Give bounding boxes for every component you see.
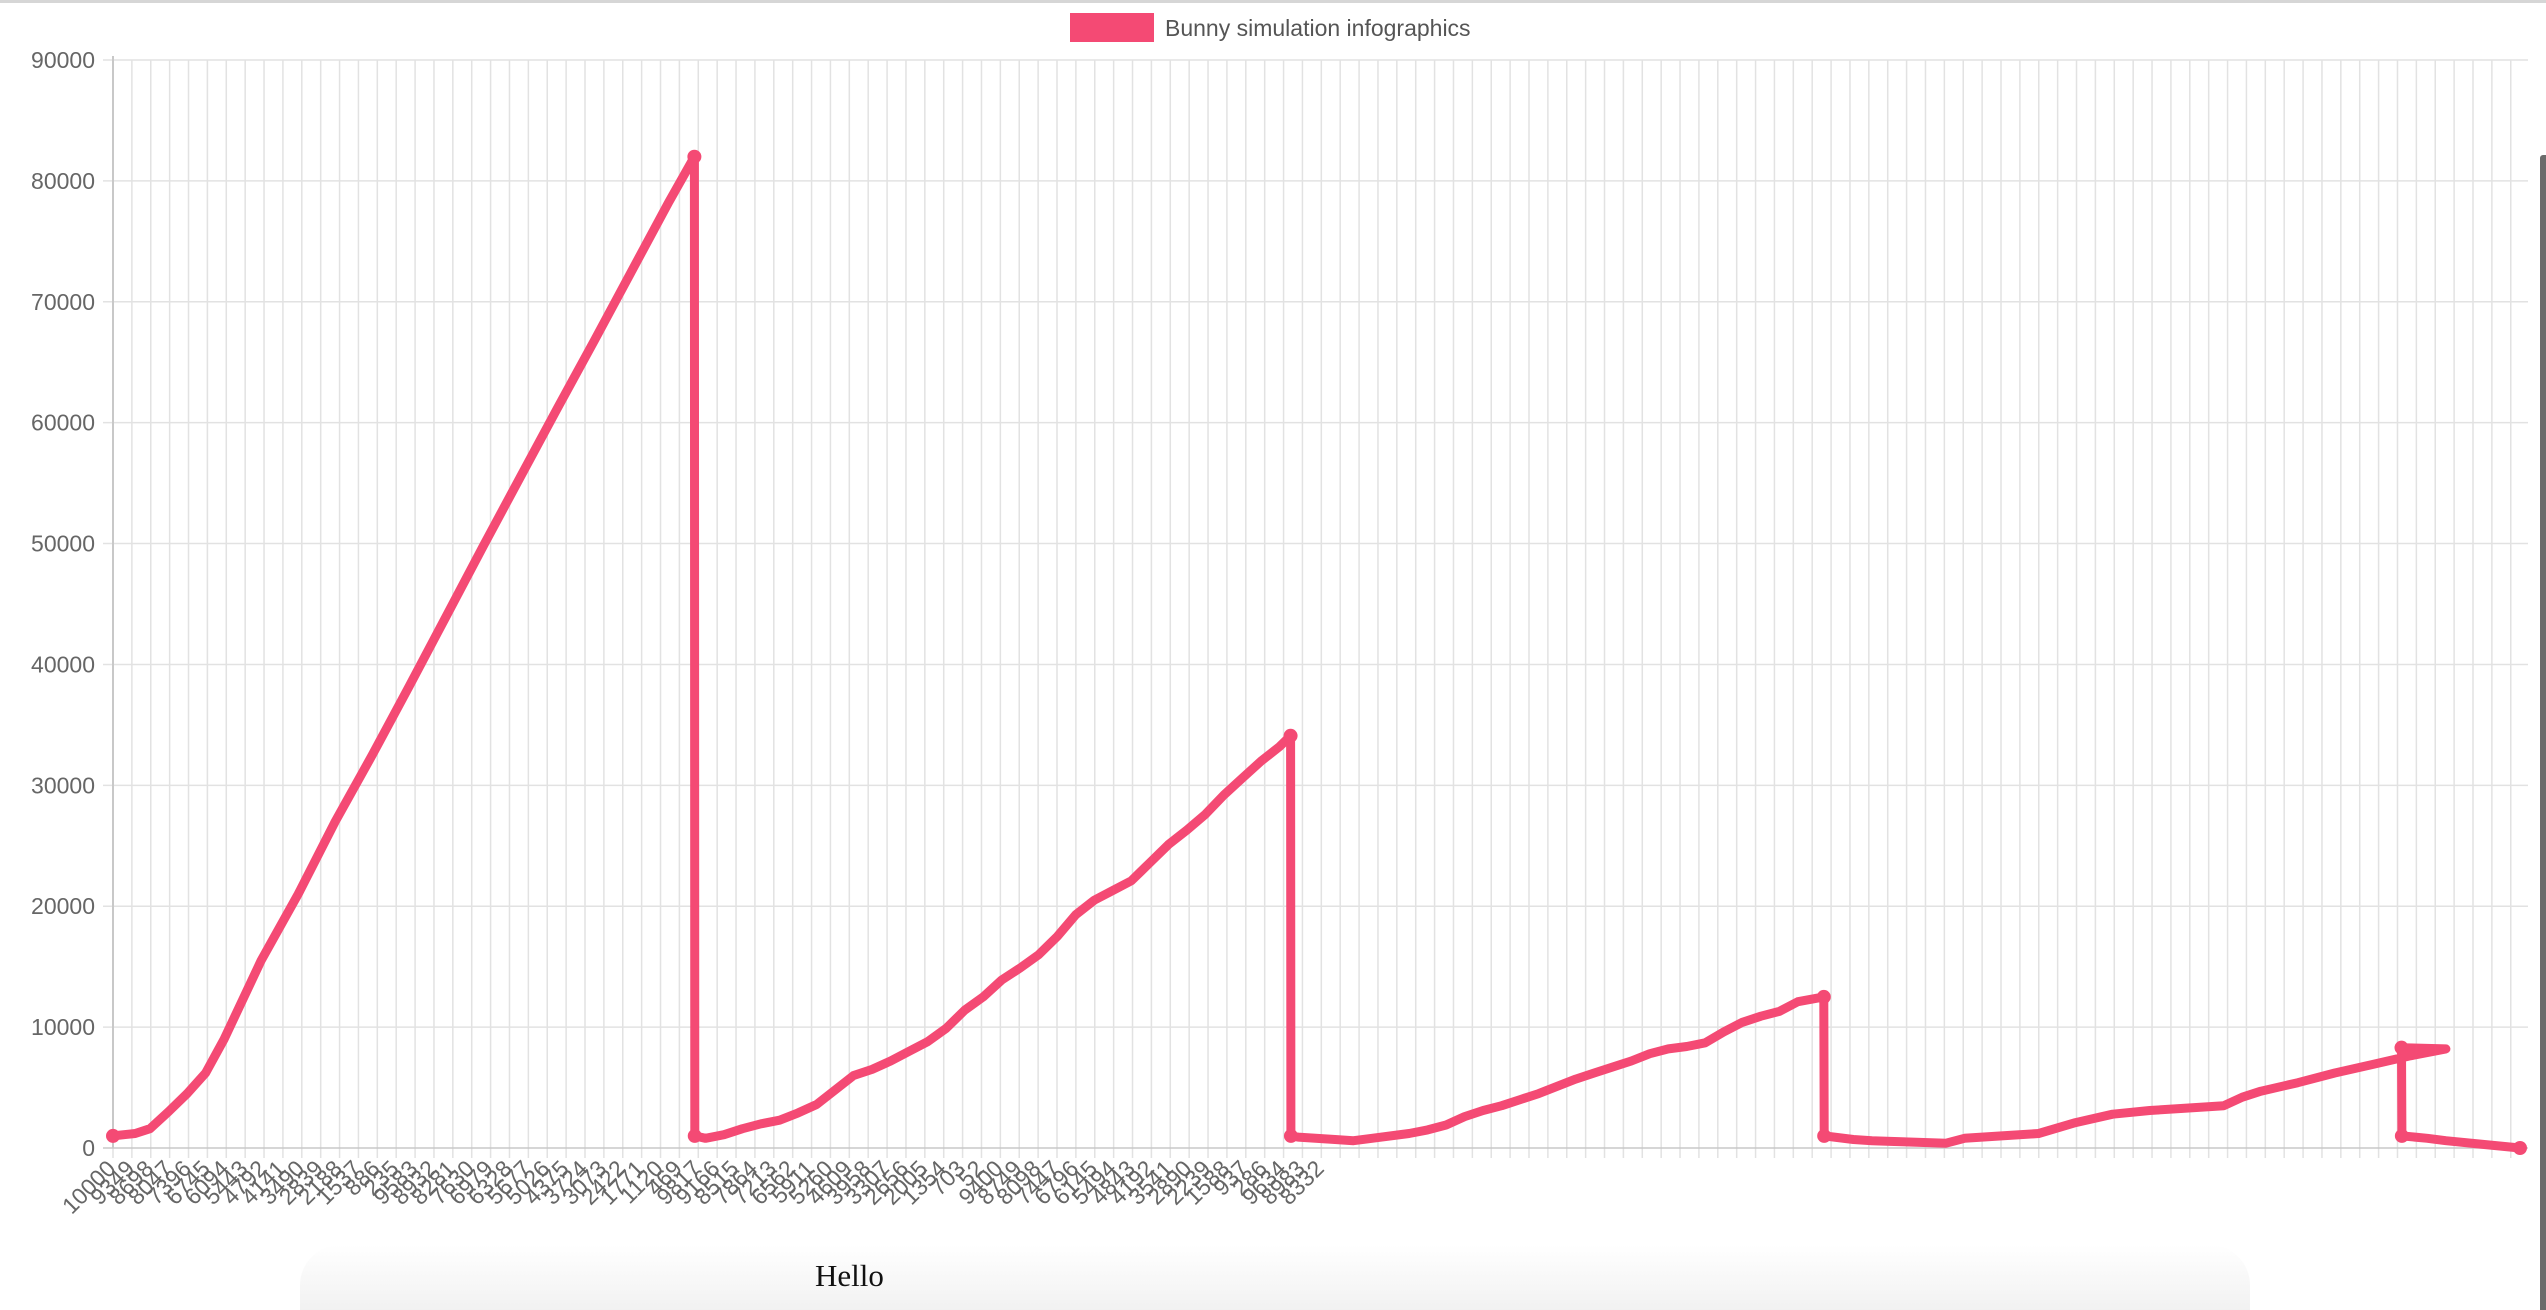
top-border: [0, 0, 2546, 3]
data-point[interactable]: [687, 149, 702, 164]
data-point[interactable]: [1817, 1128, 1832, 1143]
data-point[interactable]: [106, 1128, 120, 1143]
legend-color-swatch[interactable]: [1070, 13, 1154, 42]
data-point[interactable]: [1816, 989, 1831, 1004]
data-point[interactable]: [2513, 1141, 2527, 1155]
series-line: [106, 149, 2527, 1155]
y-tick-label: 20000: [31, 893, 95, 919]
y-tick-label: 90000: [31, 47, 95, 73]
data-point[interactable]: [1283, 728, 1298, 743]
data-point[interactable]: [1283, 1128, 1298, 1143]
y-tick-label: 60000: [31, 410, 95, 436]
y-tick-label: 10000: [31, 1014, 95, 1040]
data-point[interactable]: [687, 1128, 702, 1143]
scrollbar-edge: [2540, 155, 2546, 1310]
y-tick-label: 30000: [31, 772, 95, 798]
y-tick-label: 40000: [31, 651, 95, 677]
panel-shadow: [300, 1245, 2250, 1310]
y-tick-label: 80000: [31, 168, 95, 194]
y-tick-label: 0: [82, 1135, 95, 1161]
y-tick-label: 50000: [31, 531, 95, 557]
legend[interactable]: Bunny simulation infographics: [1070, 13, 1471, 42]
legend-label[interactable]: Bunny simulation infographics: [1165, 15, 1471, 41]
data-point[interactable]: [2394, 1128, 2409, 1143]
y-axis-ticks: 90000 80000 70000 60000 50000 40000 30000 20000…: [31, 47, 95, 1161]
y-tick-label: 70000: [31, 289, 95, 315]
data-point[interactable]: [2394, 1040, 2409, 1055]
series-path: [108, 152, 2525, 1153]
x-axis-ticks: 1000093498698804773966745609454434792414…: [57, 1155, 1329, 1219]
hello-text: Hello: [815, 1258, 884, 1293]
grid-lines: [103, 59, 2528, 1158]
